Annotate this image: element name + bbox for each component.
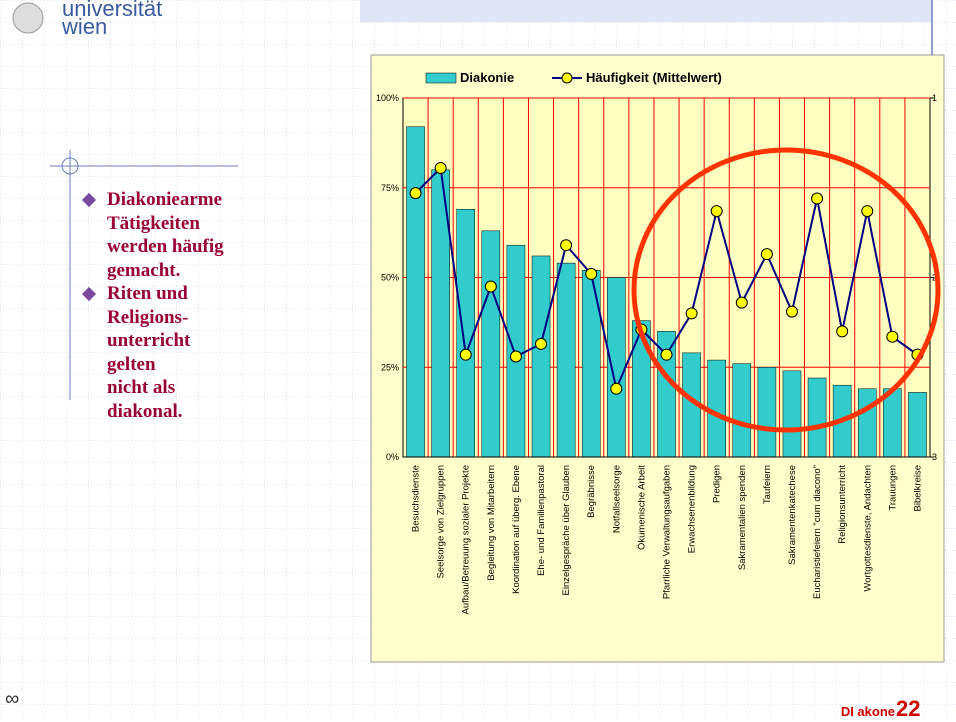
logo-text: universität bbox=[62, 0, 162, 21]
y2-tick-label: 1 bbox=[932, 93, 937, 103]
marker bbox=[409, 187, 422, 200]
y-tick-label: 0% bbox=[386, 452, 399, 462]
marker bbox=[459, 348, 472, 361]
bar bbox=[908, 392, 927, 458]
x-tick-label: Seelsorge von Zielgruppen bbox=[436, 465, 447, 579]
bullet-line: gelten bbox=[107, 353, 156, 375]
rule-circle bbox=[61, 157, 79, 175]
marker bbox=[484, 280, 497, 293]
bar bbox=[531, 255, 551, 458]
y-tick-label: 100% bbox=[376, 93, 399, 103]
bar bbox=[406, 126, 425, 458]
x-tick-label: Sakramentenkatechese bbox=[787, 465, 798, 565]
x-tick-label: Taufeiern bbox=[762, 465, 773, 504]
marker bbox=[735, 296, 748, 309]
y2-tick-label: 3 bbox=[932, 452, 937, 462]
marker bbox=[560, 239, 573, 252]
marker bbox=[610, 382, 623, 395]
x-tick-label: Notfallseelsorge bbox=[611, 465, 622, 533]
bullet-line: gemacht. bbox=[107, 259, 181, 281]
legend-swatch bbox=[425, 72, 457, 84]
marker bbox=[785, 305, 798, 318]
legend-label: Häufigkeit (Mittelwert) bbox=[586, 70, 722, 85]
x-tick-label: Religionsunterricht bbox=[837, 465, 848, 544]
highlight-circle bbox=[631, 147, 941, 433]
y-tick-label: 50% bbox=[381, 273, 399, 283]
x-tick-label: Einzelgespräche über Glauben bbox=[561, 465, 572, 595]
x-tick-label: Aufbau/Betreuung sozialer Projekte bbox=[461, 465, 472, 614]
bar bbox=[883, 388, 902, 458]
bullet: Diakoniearme Tätigkeiten werden häufig gema… bbox=[82, 188, 262, 282]
legend-label: Diakonie bbox=[460, 70, 514, 85]
x-tick-label: Pfarrliche Verwaltungsaufgaben bbox=[662, 465, 673, 599]
footer-label: DI akone bbox=[841, 704, 895, 719]
bullet-list: Diakoniearme Tätigkeiten werden häufig gema… bbox=[82, 188, 262, 423]
top-band bbox=[360, 0, 932, 22]
bullet: Riten und Religions-unterricht gelten nicht… bbox=[82, 282, 262, 423]
x-tick-label: Eucharistiefeiern "cum diacono" bbox=[812, 465, 823, 599]
bar bbox=[632, 320, 651, 458]
y2-tick-label: 2 bbox=[932, 273, 937, 283]
bullet-line: Tätigkeiten bbox=[107, 212, 200, 234]
x-tick-label: Wortgottesdienste, Andachten bbox=[862, 465, 873, 592]
marker bbox=[710, 205, 723, 218]
bar bbox=[707, 359, 726, 458]
x-tick-label: Bibelkreise bbox=[912, 465, 923, 511]
bar bbox=[456, 209, 476, 458]
x-tick-label: Besuchsdienste bbox=[411, 465, 422, 532]
marker bbox=[861, 205, 874, 218]
bar bbox=[782, 370, 802, 458]
bar bbox=[807, 377, 827, 458]
bar bbox=[732, 363, 752, 458]
x-tick-label: Sakramentalien spenden bbox=[737, 465, 748, 570]
footer-icon: ∞ bbox=[5, 688, 19, 710]
x-tick-label: Predigen bbox=[712, 465, 723, 503]
bullet-line: Diakoniearme bbox=[107, 189, 223, 210]
bar bbox=[481, 230, 501, 458]
marker bbox=[434, 162, 447, 175]
marker bbox=[585, 267, 598, 280]
bullet-line: Religions- bbox=[107, 306, 189, 328]
bullet-line: diakonal. bbox=[107, 400, 183, 422]
marker bbox=[760, 248, 773, 261]
bar bbox=[556, 262, 576, 458]
bullet-line: Riten und bbox=[107, 283, 188, 304]
marker bbox=[886, 330, 899, 343]
y-tick-label: 25% bbox=[381, 362, 399, 372]
bar bbox=[607, 277, 626, 458]
marker bbox=[535, 337, 548, 350]
logo-seal bbox=[12, 2, 44, 34]
bullet-line: nicht als bbox=[107, 377, 176, 398]
x-tick-label: Erwachsenenbildung bbox=[687, 465, 698, 553]
page-number: 22 bbox=[896, 696, 920, 721]
bar bbox=[857, 388, 877, 458]
x-tick-label: Trauungen bbox=[887, 465, 898, 511]
logo-text: wien bbox=[61, 14, 107, 39]
marker bbox=[685, 307, 698, 320]
x-tick-label: Ökumenische Arbeit bbox=[636, 465, 647, 550]
x-tick-label: Koordination auf überg. Ebene bbox=[511, 465, 522, 594]
bar bbox=[757, 367, 777, 458]
marker bbox=[811, 192, 824, 205]
marker bbox=[509, 350, 522, 363]
x-tick-label: Ehe- und Familienpastoral bbox=[536, 465, 547, 576]
marker bbox=[660, 348, 673, 361]
marker bbox=[836, 325, 849, 338]
y-tick-label: 75% bbox=[381, 183, 399, 193]
x-tick-label: Begräbnisse bbox=[586, 465, 597, 518]
x-tick-label: Begleitung von Mitarbeitern bbox=[486, 465, 497, 581]
legend-marker bbox=[561, 72, 573, 84]
bullet-line: unterricht bbox=[107, 330, 191, 351]
bullet-line: werden häufig bbox=[107, 236, 224, 257]
